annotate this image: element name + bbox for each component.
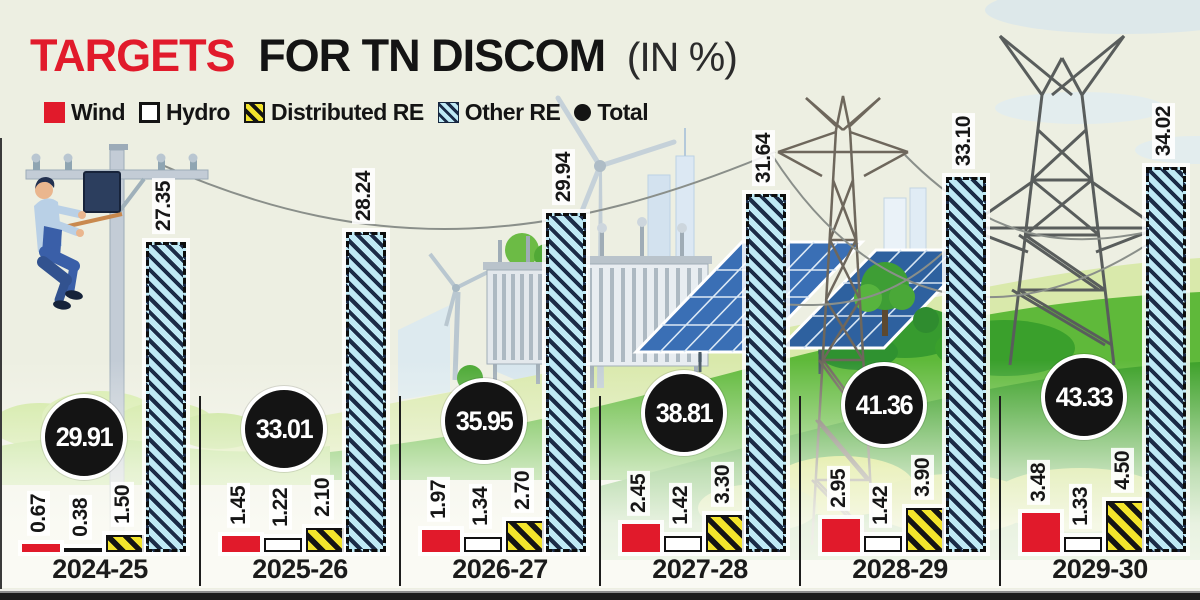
other-re-bar xyxy=(146,242,186,552)
page-title: TARGETS FOR TN DISCOM (IN %) xyxy=(30,30,738,82)
title-main: FOR TN DISCOM xyxy=(258,30,606,81)
left-border-line xyxy=(0,138,2,590)
year-label: 2025-26 xyxy=(252,554,348,584)
wind-swatch-icon xyxy=(44,102,65,123)
hydro-value-label: 1.34 xyxy=(469,484,492,529)
group-divider xyxy=(199,396,201,586)
utility-pole-illustration xyxy=(25,144,209,549)
distributed-swatch-icon xyxy=(243,102,265,123)
hydro-value-label: 1.42 xyxy=(669,483,692,528)
total-badge: 38.81 xyxy=(641,370,727,456)
hydro-swatch-icon xyxy=(139,102,160,123)
hydro-value-label: 1.42 xyxy=(869,483,892,528)
legend-item-distributed: Distributed RE xyxy=(243,99,424,126)
year-label: 2028-29 xyxy=(852,554,948,584)
total-badge: 41.36 xyxy=(841,362,927,448)
distributed-re-value-label: 3.90 xyxy=(911,455,934,500)
other-re-value-label: 34.02 xyxy=(1152,102,1175,159)
distributed-re-bar xyxy=(1106,501,1144,552)
wind-bar xyxy=(22,544,60,552)
chart-legend: Wind Hydro Distributed RE Other RE Total xyxy=(44,99,649,126)
total-swatch-icon xyxy=(574,104,592,121)
other-re-bar xyxy=(346,232,386,552)
wind-value-label: 3.48 xyxy=(1027,460,1050,505)
legend-label: Total xyxy=(597,99,649,125)
wind-value-label: 1.45 xyxy=(227,483,250,528)
legend-label: Other RE xyxy=(464,99,561,125)
legend-label: Hydro xyxy=(166,99,230,125)
wind-bar xyxy=(422,530,460,552)
other-re-value-label: 31.64 xyxy=(752,129,775,186)
wind-bar xyxy=(222,536,260,552)
other-re-value-label: 29.94 xyxy=(552,148,575,205)
total-value: 33.01 xyxy=(255,413,314,444)
wind-bar xyxy=(622,524,660,552)
title-highlight: TARGETS xyxy=(30,30,236,81)
hydro-bar xyxy=(864,536,902,552)
lineman-illustration xyxy=(34,177,123,310)
total-value: 29.91 xyxy=(55,421,114,452)
hydro-value-label: 1.22 xyxy=(269,485,292,530)
other-re-bar xyxy=(546,213,586,552)
legend-item-other: Other RE xyxy=(437,99,561,126)
hydro-bar xyxy=(464,537,502,552)
title-suffix: (IN %) xyxy=(626,34,738,80)
group-divider xyxy=(399,396,401,586)
wind-value-label: 2.45 xyxy=(627,471,650,516)
hydro-value-label: 0.38 xyxy=(69,495,92,540)
bottom-rule xyxy=(0,589,1200,600)
other-re-value-label: 28.24 xyxy=(352,167,375,224)
group-divider xyxy=(599,396,601,586)
distributed-re-bar xyxy=(906,508,944,552)
distributed-re-value-label: 3.30 xyxy=(711,462,734,507)
distributed-re-value-label: 1.50 xyxy=(111,482,134,527)
total-value: 35.95 xyxy=(455,405,514,436)
total-badge: 43.33 xyxy=(1041,354,1127,440)
other-re-value-label: 33.10 xyxy=(952,112,975,169)
transmission-tower-icon xyxy=(965,34,1159,366)
hydro-bar xyxy=(264,538,302,552)
other-re-bar xyxy=(746,194,786,552)
wind-value-label: 2.95 xyxy=(827,466,850,511)
legend-item-wind: Wind xyxy=(44,99,126,126)
cloud-icon xyxy=(985,0,1200,164)
wind-bar xyxy=(822,519,860,552)
legend-item-total: Total xyxy=(574,99,649,126)
wind-bar xyxy=(1022,513,1060,552)
other-re-bar xyxy=(946,177,986,552)
distributed-re-bar xyxy=(706,515,744,552)
group-divider xyxy=(999,396,1001,586)
distributed-re-value-label: 4.50 xyxy=(1111,448,1134,493)
wind-value-label: 1.97 xyxy=(427,477,450,522)
year-label: 2024-25 xyxy=(52,554,148,584)
total-value: 38.81 xyxy=(655,397,714,428)
total-badge: 35.95 xyxy=(441,378,527,464)
hydro-bar xyxy=(664,536,702,552)
total-badge: 33.01 xyxy=(241,386,327,472)
group-divider xyxy=(799,396,801,586)
distributed-re-bar xyxy=(506,521,544,552)
distributed-re-bar xyxy=(306,528,344,552)
year-label: 2027-28 xyxy=(652,554,748,584)
hydro-bar xyxy=(64,548,102,552)
other-re-value-label: 27.35 xyxy=(152,177,175,234)
year-label: 2026-27 xyxy=(452,554,548,584)
year-label: 2029-30 xyxy=(1052,554,1148,584)
distributed-re-value-label: 2.10 xyxy=(311,475,334,520)
hydro-value-label: 1.33 xyxy=(1069,484,1092,529)
total-value: 43.33 xyxy=(1055,381,1114,412)
other-swatch-icon xyxy=(437,102,459,123)
total-value: 41.36 xyxy=(855,389,914,420)
total-badge: 29.91 xyxy=(41,394,127,480)
other-re-bar xyxy=(1146,167,1186,552)
distributed-re-value-label: 2.70 xyxy=(511,468,534,513)
legend-item-hydro: Hydro xyxy=(139,99,230,126)
legend-label: Wind xyxy=(71,99,126,125)
wind-value-label: 0.67 xyxy=(27,491,50,536)
legend-label: Distributed RE xyxy=(270,99,424,125)
distributed-re-bar xyxy=(106,535,144,552)
hydro-bar xyxy=(1064,537,1102,552)
